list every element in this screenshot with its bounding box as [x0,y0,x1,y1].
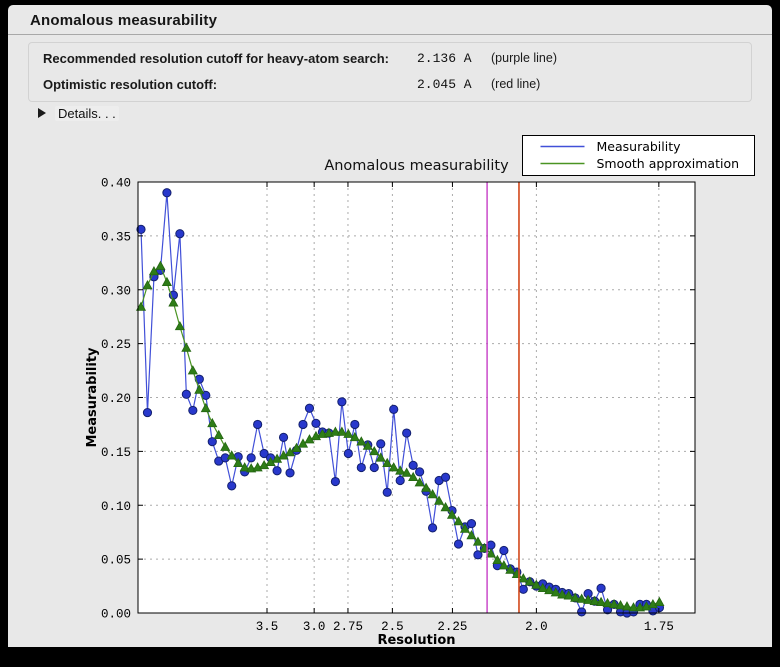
svg-text:0.25: 0.25 [101,338,131,352]
measurability-figure: 0.00 0.05 0.10 0.15 0.20 0.25 0.30 0.35 0.40 3.5 3… [85,125,765,647]
page-title: Anomalous measurability [30,12,218,29]
svg-text:Measurability: Measurability [85,347,100,448]
details-label: Details. . . [55,105,119,121]
svg-text:0.15: 0.15 [101,446,131,460]
svg-text:3.5: 3.5 [256,620,279,634]
optimistic-cutoff-value: 2.045 A [417,77,472,92]
recommended-cutoff-row: Recommended resolution cutoff for heavy-… [29,51,751,67]
details-disclosure[interactable]: Details. . . [38,104,119,122]
triangle-right-icon [38,108,46,118]
svg-text:2.5: 2.5 [381,620,404,634]
svg-text:Smooth approximation: Smooth approximation [597,156,740,171]
svg-text:0.35: 0.35 [101,230,131,244]
recommended-cutoff-label: Recommended resolution cutoff for heavy-… [43,51,390,66]
optimistic-cutoff-row: Optimistic resolution cutoff: 2.045 A (r… [29,77,751,93]
svg-text:2.75: 2.75 [333,620,363,634]
svg-text:1.75: 1.75 [644,620,674,634]
svg-text:2.0: 2.0 [525,620,548,634]
svg-text:0.00: 0.00 [101,608,131,622]
recommended-cutoff-note: (purple line) [491,51,558,65]
measurability-chart-svg: 0.00 0.05 0.10 0.15 0.20 0.25 0.30 0.35 0.40 3.5 3… [85,135,755,647]
svg-text:2.25: 2.25 [437,620,467,634]
title-separator [8,34,772,35]
svg-text:3.0: 3.0 [303,620,326,634]
svg-text:0.40: 0.40 [101,177,131,191]
svg-text:0.10: 0.10 [101,500,131,514]
recommended-cutoff-value: 2.136 A [417,51,472,66]
optimistic-cutoff-label: Optimistic resolution cutoff: [43,77,218,92]
anomalous-measurability-panel: Anomalous measurability Recommended reso… [8,5,772,647]
svg-text:Resolution: Resolution [377,633,455,647]
optimistic-cutoff-note: (red line) [491,77,541,91]
svg-text:0.05: 0.05 [101,554,131,568]
resolution-cutoff-info-panel: Recommended resolution cutoff for heavy-… [28,42,752,102]
svg-text:Measurability: Measurability [597,139,682,154]
svg-text:Anomalous measurability: Anomalous measurability [324,158,509,174]
svg-text:0.20: 0.20 [101,392,131,406]
svg-text:0.30: 0.30 [101,284,131,298]
